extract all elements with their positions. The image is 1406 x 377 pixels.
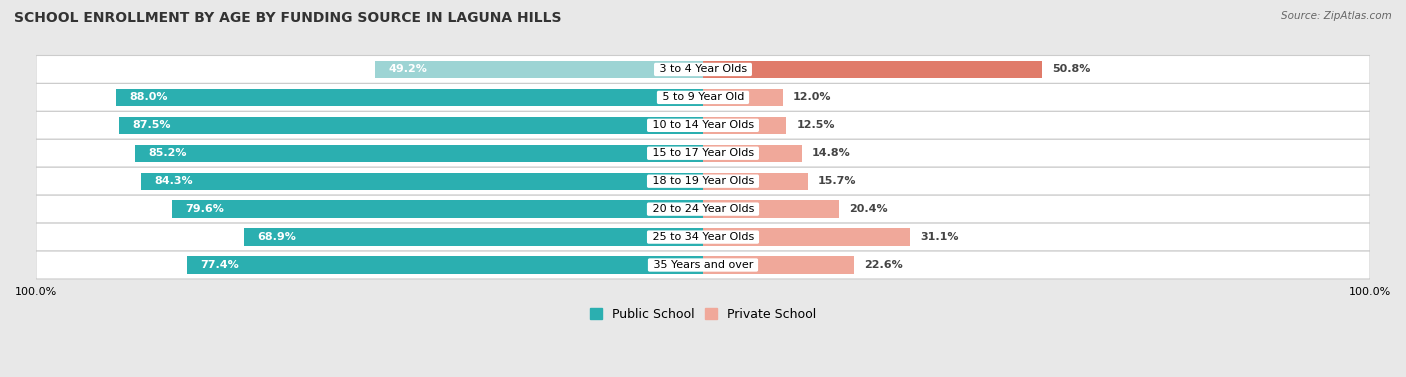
Text: 5 to 9 Year Old: 5 to 9 Year Old xyxy=(658,92,748,103)
Text: 12.0%: 12.0% xyxy=(793,92,831,103)
Text: 77.4%: 77.4% xyxy=(200,260,239,270)
Bar xyxy=(141,173,703,190)
Bar xyxy=(703,256,853,274)
Text: 12.5%: 12.5% xyxy=(796,120,835,130)
Bar xyxy=(243,228,703,246)
Text: 18 to 19 Year Olds: 18 to 19 Year Olds xyxy=(648,176,758,186)
Text: 15.7%: 15.7% xyxy=(818,176,856,186)
FancyBboxPatch shape xyxy=(37,167,1369,195)
Text: 88.0%: 88.0% xyxy=(129,92,167,103)
Text: 20 to 24 Year Olds: 20 to 24 Year Olds xyxy=(648,204,758,214)
Text: 31.1%: 31.1% xyxy=(921,232,959,242)
Text: 15 to 17 Year Olds: 15 to 17 Year Olds xyxy=(648,148,758,158)
Bar xyxy=(703,173,807,190)
Bar xyxy=(703,201,839,218)
Text: 25 to 34 Year Olds: 25 to 34 Year Olds xyxy=(648,232,758,242)
Text: 84.3%: 84.3% xyxy=(155,176,193,186)
FancyBboxPatch shape xyxy=(37,55,1369,83)
Bar xyxy=(703,89,783,106)
FancyBboxPatch shape xyxy=(37,195,1369,223)
FancyBboxPatch shape xyxy=(37,83,1369,111)
Bar xyxy=(703,61,1042,78)
Text: 20.4%: 20.4% xyxy=(849,204,887,214)
FancyBboxPatch shape xyxy=(37,251,1369,279)
Text: 87.5%: 87.5% xyxy=(132,120,172,130)
Bar xyxy=(703,145,801,162)
Bar xyxy=(120,116,703,134)
Bar xyxy=(172,201,703,218)
Text: 79.6%: 79.6% xyxy=(186,204,225,214)
Text: 14.8%: 14.8% xyxy=(811,148,851,158)
Bar xyxy=(135,145,703,162)
Text: 22.6%: 22.6% xyxy=(863,260,903,270)
Text: 85.2%: 85.2% xyxy=(148,148,187,158)
Bar xyxy=(187,256,703,274)
Text: 10 to 14 Year Olds: 10 to 14 Year Olds xyxy=(648,120,758,130)
Bar xyxy=(375,61,703,78)
Text: 35 Years and over: 35 Years and over xyxy=(650,260,756,270)
FancyBboxPatch shape xyxy=(37,139,1369,167)
Text: SCHOOL ENROLLMENT BY AGE BY FUNDING SOURCE IN LAGUNA HILLS: SCHOOL ENROLLMENT BY AGE BY FUNDING SOUR… xyxy=(14,11,561,25)
FancyBboxPatch shape xyxy=(37,111,1369,139)
FancyBboxPatch shape xyxy=(37,223,1369,251)
Text: 50.8%: 50.8% xyxy=(1052,64,1090,75)
Bar xyxy=(703,116,786,134)
Bar xyxy=(117,89,703,106)
Text: 3 to 4 Year Olds: 3 to 4 Year Olds xyxy=(655,64,751,75)
Text: 68.9%: 68.9% xyxy=(257,232,295,242)
Text: 49.2%: 49.2% xyxy=(388,64,427,75)
Bar xyxy=(703,228,911,246)
Legend: Public School, Private School: Public School, Private School xyxy=(585,303,821,326)
Text: Source: ZipAtlas.com: Source: ZipAtlas.com xyxy=(1281,11,1392,21)
